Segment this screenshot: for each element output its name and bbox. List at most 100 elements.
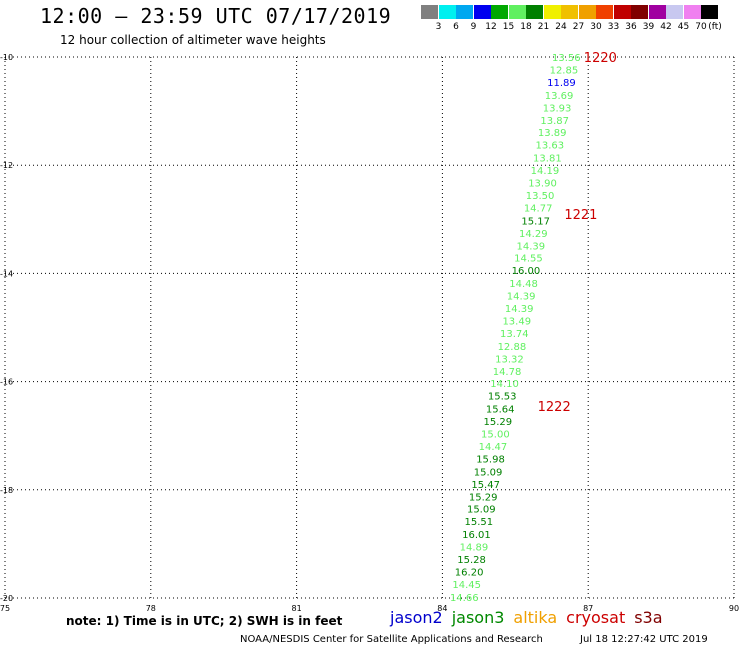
scale-swatch xyxy=(701,5,718,19)
data-point-label: 13.81 xyxy=(533,154,562,165)
scale-swatch xyxy=(543,5,561,19)
data-point-label: 14.55 xyxy=(514,254,543,265)
data-point-label: 13.49 xyxy=(502,316,531,327)
data-point-label: 13.56 xyxy=(552,53,581,64)
data-point-label: 13.32 xyxy=(495,354,524,365)
data-point-label: 15.29 xyxy=(469,492,498,503)
x-tick-label: 75 xyxy=(0,604,10,613)
data-point-label: 15.17 xyxy=(521,216,550,227)
data-point-label: 15.00 xyxy=(481,430,510,441)
data-point-label: 15.64 xyxy=(486,405,515,416)
scale-swatch xyxy=(683,5,701,19)
data-point-label: 16.01 xyxy=(462,530,491,541)
scale-label: 70 xyxy=(695,22,707,32)
data-point-label: 14.89 xyxy=(460,543,489,554)
scale-swatch xyxy=(421,5,438,19)
scale-label: 3 xyxy=(435,22,442,32)
scale-label: 27 xyxy=(572,22,585,32)
y-tick-label: -10 xyxy=(0,53,13,62)
y-tick-label: -18 xyxy=(0,486,13,495)
scale-label: 45 xyxy=(677,22,690,32)
scale-unit: (ft) xyxy=(708,22,722,32)
data-point-label: 15.98 xyxy=(476,454,505,465)
chart-subtitle: 12 hour collection of altimeter wave hei… xyxy=(60,33,326,47)
data-point-label: 12.88 xyxy=(498,342,527,353)
scale-label: 36 xyxy=(625,22,637,32)
data-point-label: 14.39 xyxy=(505,304,534,315)
footnote: note: 1) Time is in UTC; 2) SWH is in fe… xyxy=(66,614,343,628)
data-point-label: 13.69 xyxy=(545,91,574,102)
scale-swatch xyxy=(508,5,526,19)
scale-swatch xyxy=(631,5,648,19)
data-point-label: 13.63 xyxy=(535,141,564,152)
data-point-label: 13.74 xyxy=(500,329,529,340)
y-tick-label: -12 xyxy=(0,161,13,170)
scale-label: 6 xyxy=(453,22,459,32)
data-point-label: 13.89 xyxy=(538,128,567,139)
x-tick-label: 81 xyxy=(292,604,302,613)
scale-swatch xyxy=(456,5,473,19)
data-point-label: 15.51 xyxy=(465,517,494,528)
data-point-label: 14.66 xyxy=(450,593,479,604)
time-annotation: 1221 xyxy=(564,208,597,223)
data-point-label: 13.90 xyxy=(528,179,557,190)
data-point-label: 13.87 xyxy=(540,116,569,127)
scale-label: 33 xyxy=(607,22,620,32)
x-tick-label: 84 xyxy=(437,604,447,613)
data-point-label: 12.85 xyxy=(550,65,579,76)
scale-swatch xyxy=(613,5,631,19)
data-point-label: 15.29 xyxy=(483,417,512,428)
scale-label: 39 xyxy=(642,22,655,32)
scale-label: 15 xyxy=(502,22,515,32)
data-point-label: 15.09 xyxy=(467,505,496,516)
scale-label: 9 xyxy=(470,22,477,32)
scale-swatch xyxy=(666,5,683,19)
data-point-label: 14.39 xyxy=(517,241,546,252)
data-point-label: 16.20 xyxy=(455,567,484,578)
satellite-legend: jason2 jason3 altika cryosat s3a xyxy=(390,608,672,627)
y-tick-label: -16 xyxy=(0,378,13,387)
scale-swatch xyxy=(578,5,596,19)
generated-timestamp: Jul 18 12:27:42 UTC 2019 xyxy=(580,634,708,645)
x-tick-label: 78 xyxy=(146,604,156,613)
scale-swatch xyxy=(526,5,543,19)
x-tick-label: 90 xyxy=(729,604,739,613)
legend-jason2: jason2 xyxy=(390,608,443,627)
scale-label: 18 xyxy=(520,22,532,32)
data-point-label: 14.10 xyxy=(490,379,519,390)
data-point-label: 14.78 xyxy=(493,367,522,378)
scale-swatch xyxy=(648,5,666,19)
scale-label: 30 xyxy=(590,22,602,32)
data-point-label: 16.00 xyxy=(512,266,541,277)
legend-altika: altika xyxy=(513,608,558,627)
scale-label: 24 xyxy=(555,22,567,32)
legend-cryosat: cryosat xyxy=(566,608,626,627)
data-point-label: 14.48 xyxy=(509,279,538,290)
scale-swatch xyxy=(438,5,456,19)
y-tick-label: -20 xyxy=(0,594,13,603)
scale-swatch xyxy=(491,5,508,19)
data-point-label: 14.29 xyxy=(519,229,548,240)
data-point-label: 15.53 xyxy=(488,392,517,403)
scale-swatch xyxy=(596,5,613,19)
data-point-label: 14.77 xyxy=(524,203,553,214)
time-annotation: 1220 xyxy=(584,51,617,66)
scale-label: 21 xyxy=(537,22,550,32)
credit-text: NOAA/NESDIS Center for Satellite Applica… xyxy=(240,634,543,645)
data-point-label: 15.09 xyxy=(474,467,503,478)
legend-jason3: jason3 xyxy=(451,608,505,627)
data-point-label: 13.50 xyxy=(526,191,555,202)
x-tick-label: 87 xyxy=(583,604,593,613)
scale-swatch xyxy=(473,5,491,19)
legend-s3a: s3a xyxy=(634,608,663,627)
data-point-label: 14.45 xyxy=(452,580,481,591)
data-point-label: 15.28 xyxy=(457,555,486,566)
data-point-label: 14.19 xyxy=(531,166,560,177)
scale-label: 12 xyxy=(485,22,497,32)
time-annotation: 1222 xyxy=(538,400,571,415)
data-point-label: 14.39 xyxy=(507,292,536,303)
scale-swatch xyxy=(561,5,578,19)
y-tick-label: -14 xyxy=(0,269,13,278)
chart-title: 12:00 – 23:59 UTC 07/17/2019 xyxy=(40,4,392,28)
